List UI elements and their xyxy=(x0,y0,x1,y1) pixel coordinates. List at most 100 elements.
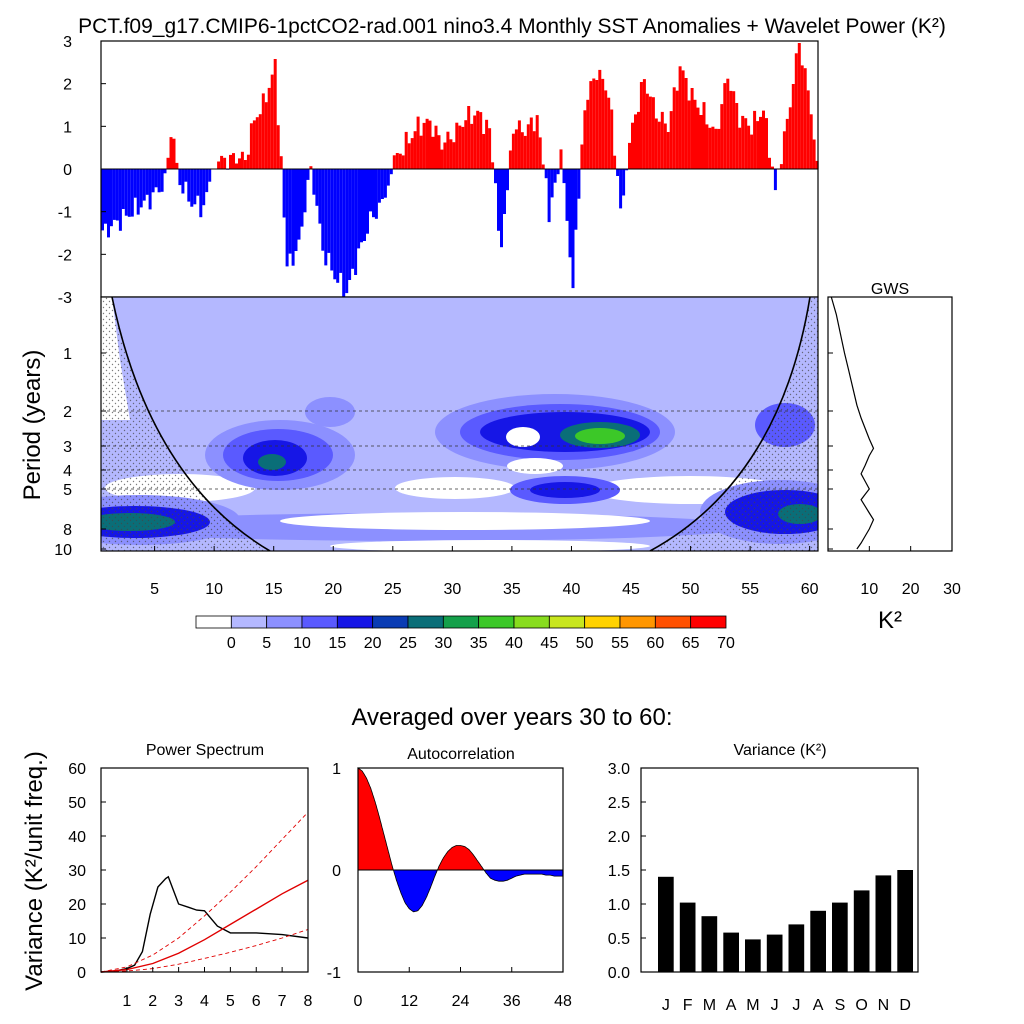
sst-positive-bar xyxy=(458,125,462,169)
wavelet-ytick-label: 1 xyxy=(63,346,72,363)
variance-ytick-label: 3.0 xyxy=(608,761,630,778)
sst-positive-bar xyxy=(598,69,602,169)
sst-negative-bar xyxy=(115,169,119,221)
sst-positive-bar xyxy=(479,112,483,169)
ps-xtick-label: 1 xyxy=(122,993,131,1010)
sst-positive-bar xyxy=(523,135,527,169)
sst-positive-bar xyxy=(768,157,771,169)
monthly-variance-panel: Variance (K²) J F M A M J J A S O N D0.00.51.01.52.… xyxy=(608,742,919,1014)
colorbar-swatch xyxy=(195,615,232,629)
sst-negative-bar xyxy=(366,169,369,234)
sst-negative-bar xyxy=(369,169,372,212)
wavelet-xtick-label: 20 xyxy=(324,581,342,598)
wavelet-ytick-label: 3 xyxy=(63,439,72,456)
variance-bar xyxy=(897,870,913,972)
ac-xtick-label: 24 xyxy=(452,993,470,1010)
colorbar-swatch xyxy=(266,615,303,629)
wavelet-xtick-label: 5 xyxy=(150,581,159,598)
variance-month-label: F xyxy=(683,997,693,1014)
sst-positive-bar xyxy=(809,114,813,169)
sst-positive-bar xyxy=(601,78,605,169)
sst-positive-bar xyxy=(488,128,492,169)
sst-positive-bar xyxy=(217,161,221,169)
sst-positive-bar xyxy=(511,133,515,169)
sst-negative-bar xyxy=(181,169,185,194)
sst-negative-bar xyxy=(568,169,572,258)
ps-xtick-label: 8 xyxy=(304,993,313,1010)
wavelet-ytick-label: 2 xyxy=(63,404,72,421)
sst-positive-bar xyxy=(702,102,706,169)
sst-negative-bar xyxy=(154,169,158,188)
sst-negative-bar xyxy=(291,169,295,266)
sst-negative-bar xyxy=(339,169,343,273)
sst-negative-bar xyxy=(205,169,209,193)
variance-month-label: J xyxy=(792,997,800,1014)
variance-month-label: A xyxy=(726,997,737,1014)
wavelet-xtick-label: 15 xyxy=(265,581,283,598)
colorbar-label: 65 xyxy=(682,635,700,652)
sst-positive-bar xyxy=(175,162,179,169)
sst-positive-bar xyxy=(759,116,762,169)
sst-negative-bar xyxy=(196,169,200,196)
sst-negative-bar xyxy=(348,169,352,280)
sst-positive-bar xyxy=(762,110,765,169)
variance-ytick-label: 1.0 xyxy=(608,897,630,914)
autocorr-negative-area xyxy=(392,869,438,913)
colorbar-swatch xyxy=(478,615,515,629)
sst-positive-bar xyxy=(535,115,539,169)
sst-positive-bar xyxy=(738,127,742,169)
sst-positive-bar xyxy=(675,90,679,169)
variance-bar xyxy=(658,876,674,972)
sst-negative-bar xyxy=(142,169,146,201)
sst-positive-bar xyxy=(705,124,709,169)
ac-xtick-label: 48 xyxy=(554,993,572,1010)
ac-xtick-label: 0 xyxy=(354,993,363,1010)
sst-negative-bar xyxy=(121,169,125,209)
sst-anomaly-panel: 3 2 1 0 -1 -2 -3 xyxy=(58,34,819,307)
colorbar-label: 25 xyxy=(399,635,417,652)
sst-positive-bar xyxy=(252,120,256,169)
variance-bar xyxy=(745,939,761,972)
sst-negative-bar xyxy=(163,169,167,174)
colorbar-swatch xyxy=(513,615,550,629)
sst-negative-bar xyxy=(553,169,557,183)
sst-positive-bar xyxy=(681,70,685,169)
sst-negative-bar xyxy=(497,169,500,231)
sst-positive-bar xyxy=(264,102,268,169)
sst-positive-bar xyxy=(747,125,751,169)
sst-negative-bar xyxy=(187,169,191,202)
colorbar-swatch xyxy=(619,615,656,629)
power-spectrum-title: Power Spectrum xyxy=(146,742,264,759)
sst-positive-bar xyxy=(261,93,265,169)
colorbar-label: 30 xyxy=(434,635,452,652)
sst-negative-bar xyxy=(202,169,206,206)
sst-negative-bar xyxy=(336,169,340,283)
main-title: PCT.f09_g17.CMIP6-1pctCO2-rad.001 nino3.… xyxy=(78,15,946,38)
sst-positive-bar xyxy=(628,142,631,169)
sst-negative-bar xyxy=(130,169,134,217)
sst-positive-bar xyxy=(642,79,646,169)
sst-positive-bar xyxy=(422,122,426,169)
colorbar-swatch xyxy=(301,615,338,629)
variance-bar xyxy=(766,934,783,972)
sst-positive-bar xyxy=(678,66,682,169)
sst-negative-bar xyxy=(327,169,331,253)
sst-negative-bar xyxy=(208,169,212,182)
sst-positive-bar xyxy=(520,132,524,169)
sst-positive-bar xyxy=(449,139,453,169)
sst-positive-bar xyxy=(532,131,536,169)
sst-negative-bar xyxy=(377,169,381,203)
sst-positive-bar xyxy=(419,135,423,169)
autocorr-negative-area xyxy=(483,869,564,882)
colorbar-swatch xyxy=(372,615,409,629)
sst-positive-bar xyxy=(639,82,643,169)
sst-positive-bar xyxy=(395,153,399,169)
sst-positive-bar xyxy=(645,93,649,169)
colorbar-label: 35 xyxy=(470,635,488,652)
sst-positive-bar xyxy=(726,78,730,169)
sst-negative-bar xyxy=(303,169,307,213)
sst-positive-bar xyxy=(595,80,599,169)
sst-positive-bar xyxy=(803,68,807,169)
sst-positive-bar xyxy=(270,74,274,169)
